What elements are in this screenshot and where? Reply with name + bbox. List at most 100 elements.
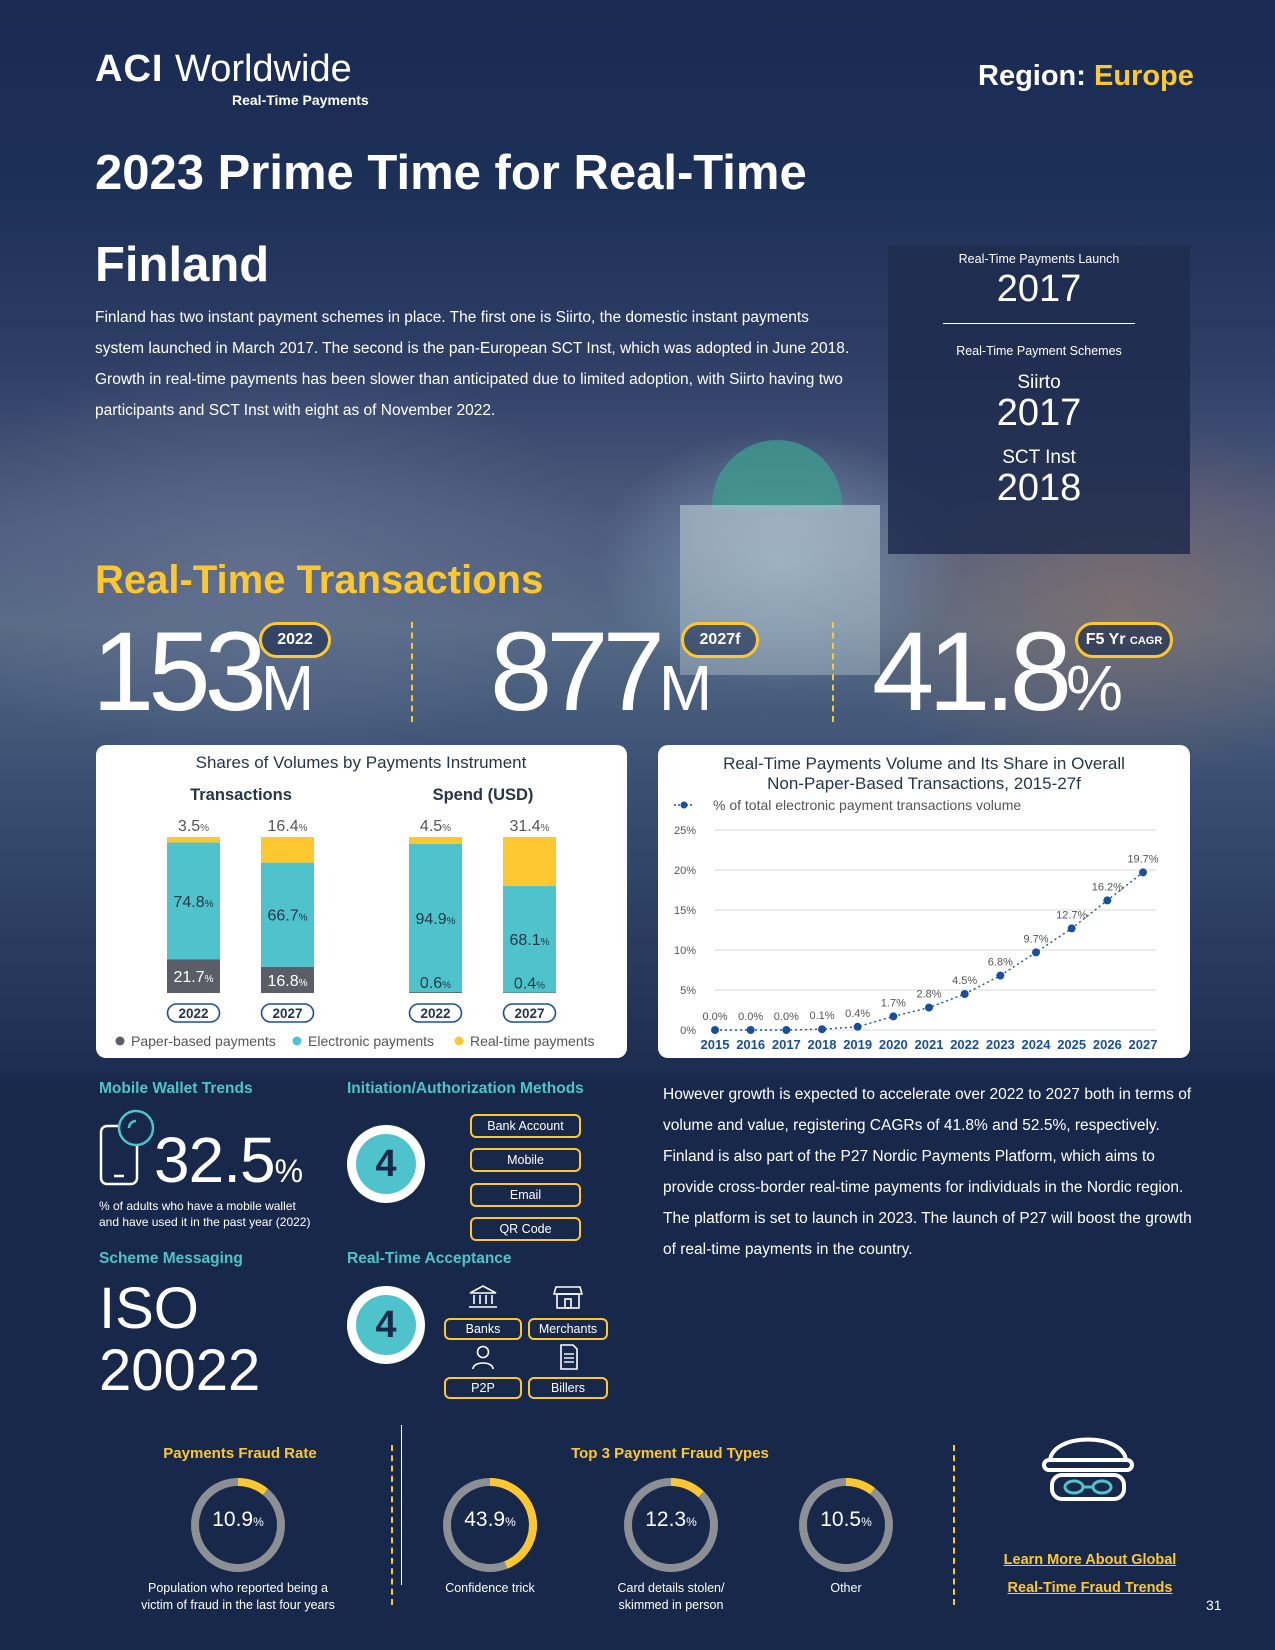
line-chart-title-2: Non-Paper-Based Transactions, 2015-27f: [767, 774, 1081, 793]
stat3-pill-label: F5 Yr: [1085, 631, 1126, 648]
data-label: 12.7%: [1056, 909, 1087, 921]
bar-real-time: [503, 837, 556, 887]
scheme1-name: Siirto: [1017, 372, 1061, 393]
region-label: Region: Europe: [978, 60, 1194, 93]
learn-more-line2[interactable]: Real-Time Fraud Trends: [1007, 1580, 1173, 1596]
stat1-unit: M: [260, 652, 315, 724]
stat3-pill-small: CAGR: [1129, 635, 1163, 647]
method-email: Email: [470, 1183, 581, 1207]
method-mobile: Mobile: [470, 1148, 581, 1172]
fraud-type-number-3: 10.5: [820, 1508, 862, 1531]
stat2-pill: 2027f: [681, 622, 759, 658]
stat3-value: 41.8: [872, 609, 1072, 734]
stat3-unit: %: [1065, 652, 1123, 724]
legend-label: % of total electronic payment transactio…: [713, 797, 1021, 813]
learn-more-link[interactable]: Learn More About Global Real-Time Fraud …: [985, 1546, 1195, 1602]
x-tick-label: 2023: [986, 1037, 1015, 1052]
mobile-wallet-value: 32.5%: [154, 1128, 303, 1192]
data-label: 0.0%: [738, 1011, 763, 1023]
scheme1-year: 2017: [996, 392, 1082, 434]
data-label: 6.8%: [988, 957, 1013, 969]
scheme-messaging-value: ISO 20022: [99, 1278, 260, 1402]
y-tick-label: 0%: [680, 1025, 696, 1037]
fraud-type-arc-3: [799, 1478, 893, 1572]
fraud-type-arc-2: [624, 1478, 718, 1572]
acceptance-count-badge: 4: [347, 1286, 425, 1364]
fraud-rate-arc: [191, 1478, 285, 1572]
divider-dashed: [832, 622, 834, 722]
launch-label: Real-Time Payments Launch: [958, 252, 1120, 266]
stat1-value: 153: [92, 609, 267, 734]
data-label: 0.0%: [774, 1011, 799, 1023]
data-label: 0.0%: [702, 1011, 727, 1023]
bar-electronic: [503, 886, 556, 993]
x-tick-label: 2022: [950, 1037, 979, 1052]
fraud-type-donut-2: 12.3%: [623, 1477, 719, 1573]
learn-more-line1[interactable]: Learn More About Global: [1003, 1552, 1177, 1568]
data-point: [853, 1022, 862, 1031]
bar-paper-based: [261, 966, 314, 993]
bar-label-real-time: 31.4%: [509, 818, 549, 835]
fraud-type-unit-1: %: [505, 1515, 516, 1529]
logo-word: Worldwide: [175, 48, 352, 90]
data-point: [889, 1012, 898, 1021]
bar-paper-based: [167, 959, 220, 993]
mobile-wallet-number: 32.5: [154, 1124, 276, 1196]
data-point: [818, 1025, 826, 1034]
launch-divider: [943, 323, 1135, 324]
divider-dashed: [411, 622, 413, 722]
fraud-type-value-1: 43.9%: [442, 1508, 538, 1532]
initiation-count-badge: 4: [347, 1125, 425, 1203]
bar-group-label: Transactions: [190, 786, 292, 804]
data-point: [996, 971, 1005, 980]
data-point: [960, 990, 969, 998]
legend-swatch: [115, 1036, 125, 1046]
fraud-type-value-2: 12.3%: [623, 1508, 719, 1532]
launch-year: 2017: [996, 268, 1082, 310]
fraud-rate-donut: 10.9%: [190, 1477, 286, 1573]
logo-brand: ACI: [95, 48, 164, 90]
acceptance-count: 4: [356, 1295, 416, 1355]
bar-category-label: 2027: [272, 1006, 302, 1021]
mobile-wallet-heading: Mobile Wallet Trends: [99, 1080, 253, 1097]
bar-paper-based: [503, 992, 556, 993]
fraud-type-number-2: 12.3: [645, 1508, 687, 1531]
schemes-label: Real-Time Payment Schemes: [956, 344, 1122, 358]
bar-label-paper: 21.7%: [173, 969, 213, 986]
bar-label-electronic: 94.9%: [415, 911, 455, 928]
x-tick-label: 2021: [915, 1037, 944, 1052]
x-tick-label: 2027: [1129, 1037, 1158, 1052]
mobile-wallet-caption: % of adults who have a mobile wallet and…: [99, 1198, 310, 1230]
rtp-share-chart-card: Real-Time Payments Volume and Its Share …: [658, 745, 1190, 1058]
x-tick-label: 2019: [843, 1037, 872, 1052]
x-tick-label: 2025: [1057, 1037, 1086, 1052]
data-label: 2.8%: [916, 989, 941, 1001]
y-tick-label: 10%: [674, 945, 696, 957]
fraud-rate-unit: %: [253, 1515, 264, 1529]
method-qr-code: QR Code: [470, 1217, 581, 1241]
data-label: 0.1%: [809, 1010, 834, 1022]
bill-icon: [560, 1344, 578, 1370]
stat2-unit: M: [658, 652, 713, 724]
fraud-type-unit-3: %: [861, 1515, 872, 1529]
data-point: [1139, 868, 1147, 877]
mobile-wallet-icon: [99, 1109, 155, 1186]
page-title: 2023 Prime Time for Real-Time: [95, 146, 807, 200]
data-point: [1103, 896, 1112, 905]
scheme2-year: 2018: [996, 467, 1082, 509]
bar-electronic: [167, 842, 220, 960]
iso-line1: ISO: [99, 1276, 199, 1341]
stat-2027-volume: 877M: [490, 616, 712, 728]
y-tick-label: 25%: [674, 825, 696, 837]
stat1-pill: 2022: [259, 622, 331, 658]
hacker-mask-icon: [1042, 1437, 1134, 1501]
fraud-type-caption-1a: Confidence trick: [445, 1581, 535, 1595]
acceptance-billers: Billers: [528, 1377, 608, 1399]
acceptance-banks: Banks: [444, 1318, 522, 1340]
bar-category-pill: [260, 1003, 315, 1023]
bar-label-electronic: 68.1%: [509, 932, 549, 949]
fraud-type-donut-1: 43.9%: [442, 1477, 538, 1573]
data-point: [782, 1026, 791, 1034]
initiation-heading: Initiation/Authorization Methods: [347, 1080, 584, 1097]
x-tick-label: 2020: [879, 1037, 908, 1052]
